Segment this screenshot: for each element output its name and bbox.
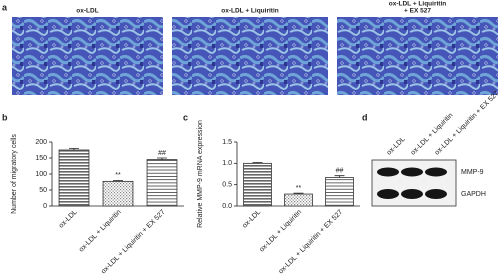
- x-tick-label: ox-LDL + Liquiritin: [78, 209, 123, 254]
- panel-label: d: [362, 112, 368, 122]
- bar: [102, 180, 134, 207]
- significance: ##: [336, 168, 344, 175]
- image-title: ox-LDL: [76, 8, 98, 15]
- y-tick-label: 0: [43, 203, 47, 210]
- significance: **: [296, 185, 302, 192]
- significance: **: [115, 172, 121, 179]
- x-tick-label: ox-LDL + Liquiritin: [258, 209, 303, 254]
- y-tick-label: 150: [35, 155, 47, 162]
- panel-label: b: [2, 112, 8, 122]
- y-axis-label: Number of migratory cells: [11, 134, 18, 214]
- bar: [284, 193, 313, 207]
- band: [377, 167, 399, 177]
- y-tick-label: 200: [35, 139, 47, 146]
- bar: [243, 162, 272, 207]
- error-bar: [113, 180, 123, 182]
- band: [425, 167, 447, 177]
- micrograph: [172, 17, 328, 95]
- error-bar: [252, 162, 263, 164]
- blot-column-label: ox-LDL + Liquiritin: [410, 112, 455, 157]
- y-axis-label: Relative MMP-9 mRNA expression: [197, 120, 204, 228]
- error-bar: [334, 175, 345, 178]
- band: [401, 189, 423, 199]
- image-title: ox-LDL + Liquiritin: [221, 8, 279, 15]
- bar: [325, 177, 354, 207]
- panel-label: c: [183, 112, 188, 122]
- panel-label: a: [2, 2, 8, 12]
- micrograph: [337, 17, 498, 95]
- y-tick-label: 1.5: [222, 139, 232, 146]
- blot: [371, 159, 457, 207]
- image-title: ox-LDL + Liquiritin: [389, 1, 447, 8]
- y-tick-label: 100: [35, 171, 47, 178]
- y-tick-label: 0.0: [222, 203, 232, 210]
- band: [401, 167, 423, 177]
- error-bar: [157, 157, 167, 160]
- y-tick-label: 1.0: [222, 160, 232, 167]
- error-bar: [69, 148, 79, 150]
- error-bar: [293, 192, 304, 195]
- blot-row-label: GAPDH: [461, 191, 486, 198]
- significance: ##: [158, 150, 166, 157]
- band: [377, 189, 399, 199]
- y-tick-label: 50: [39, 187, 47, 194]
- y-tick-label: 0.5: [222, 182, 232, 189]
- band: [425, 189, 447, 199]
- blot-column-label: ox-LDL: [386, 136, 407, 157]
- blot-row-label: MMP-9: [461, 169, 484, 176]
- x-tick-label: ox-LDL: [58, 209, 79, 230]
- bar: [58, 149, 90, 207]
- bar: [146, 159, 178, 207]
- image-title: + EX 527: [404, 8, 431, 15]
- micrograph: [12, 17, 163, 95]
- x-tick-label: ox-LDL: [241, 209, 262, 230]
